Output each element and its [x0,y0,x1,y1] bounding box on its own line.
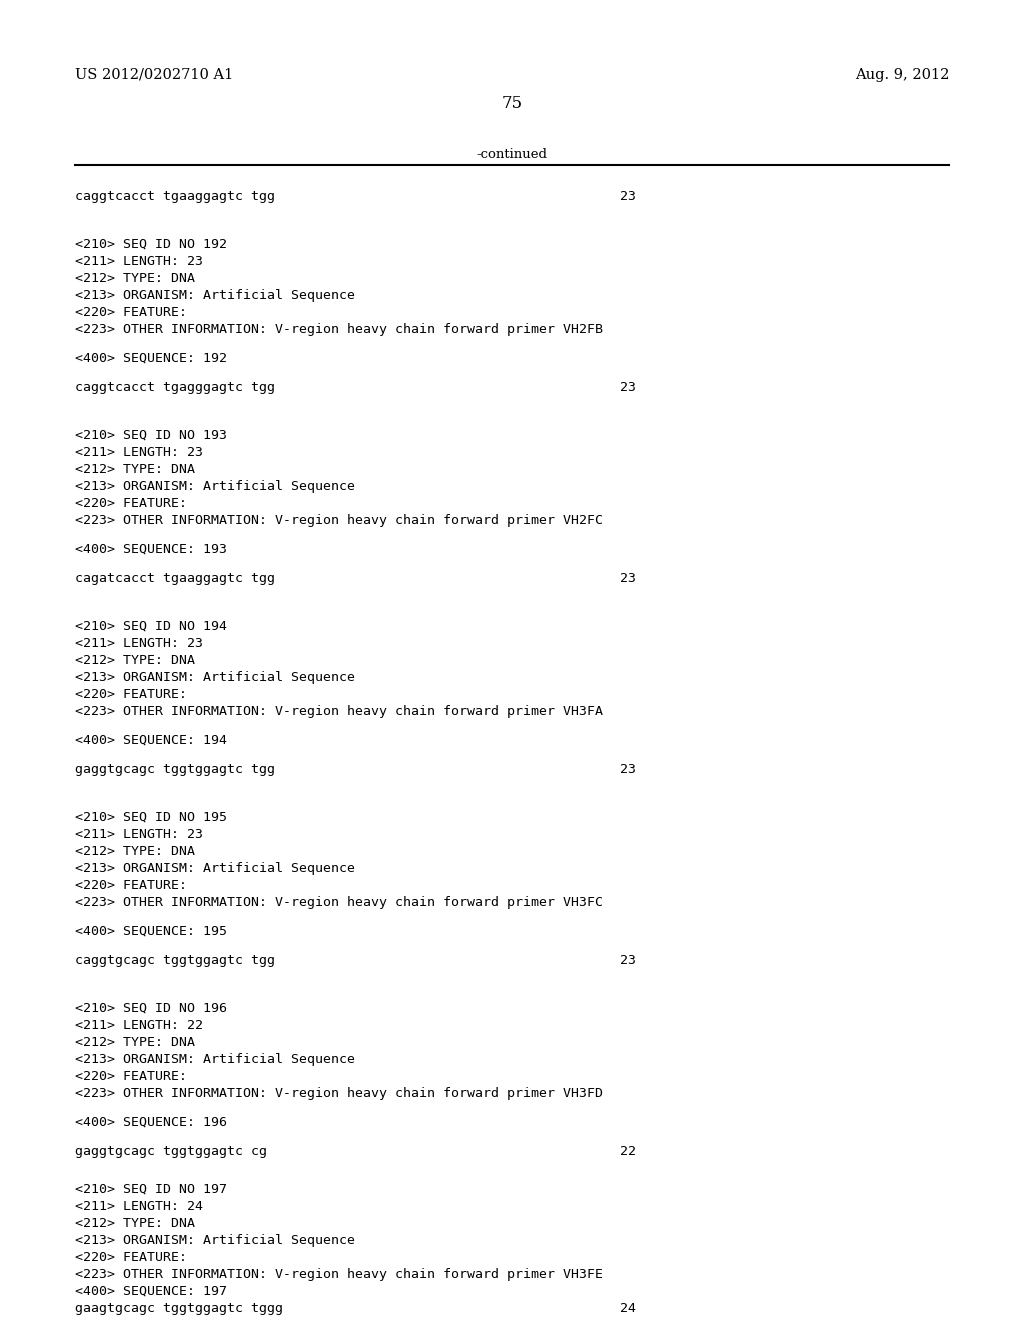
Text: <220> FEATURE:: <220> FEATURE: [75,879,187,892]
Text: 23: 23 [620,572,636,585]
Text: caggtcacct tgaaggagtc tgg: caggtcacct tgaaggagtc tgg [75,190,275,203]
Text: caggtgcagc tggtggagtc tgg: caggtgcagc tggtggagtc tgg [75,954,275,968]
Text: gaagtgcagc tggtggagtc tggg: gaagtgcagc tggtggagtc tggg [75,1302,283,1315]
Text: <223> OTHER INFORMATION: V-region heavy chain forward primer VH2FC: <223> OTHER INFORMATION: V-region heavy … [75,513,603,527]
Text: <213> ORGANISM: Artificial Sequence: <213> ORGANISM: Artificial Sequence [75,289,355,302]
Text: cagatcacct tgaaggagtc tgg: cagatcacct tgaaggagtc tgg [75,572,275,585]
Text: 75: 75 [502,95,522,112]
Text: <223> OTHER INFORMATION: V-region heavy chain forward primer VH3FA: <223> OTHER INFORMATION: V-region heavy … [75,705,603,718]
Text: <213> ORGANISM: Artificial Sequence: <213> ORGANISM: Artificial Sequence [75,1053,355,1067]
Text: <400> SEQUENCE: 192: <400> SEQUENCE: 192 [75,352,227,366]
Text: -continued: -continued [476,148,548,161]
Text: <400> SEQUENCE: 195: <400> SEQUENCE: 195 [75,925,227,939]
Text: <211> LENGTH: 23: <211> LENGTH: 23 [75,446,203,459]
Text: <211> LENGTH: 23: <211> LENGTH: 23 [75,828,203,841]
Text: 23: 23 [620,190,636,203]
Text: caggtcacct tgagggagtc tgg: caggtcacct tgagggagtc tgg [75,381,275,393]
Text: <220> FEATURE:: <220> FEATURE: [75,498,187,510]
Text: <212> TYPE: DNA: <212> TYPE: DNA [75,653,195,667]
Text: 22: 22 [620,1144,636,1158]
Text: <223> OTHER INFORMATION: V-region heavy chain forward primer VH2FB: <223> OTHER INFORMATION: V-region heavy … [75,323,603,337]
Text: <213> ORGANISM: Artificial Sequence: <213> ORGANISM: Artificial Sequence [75,671,355,684]
Text: US 2012/0202710 A1: US 2012/0202710 A1 [75,69,233,82]
Text: <223> OTHER INFORMATION: V-region heavy chain forward primer VH3FC: <223> OTHER INFORMATION: V-region heavy … [75,896,603,909]
Text: <210> SEQ ID NO 192: <210> SEQ ID NO 192 [75,238,227,251]
Text: <210> SEQ ID NO 195: <210> SEQ ID NO 195 [75,810,227,824]
Text: <400> SEQUENCE: 193: <400> SEQUENCE: 193 [75,543,227,556]
Text: <220> FEATURE:: <220> FEATURE: [75,1251,187,1265]
Text: <210> SEQ ID NO 197: <210> SEQ ID NO 197 [75,1183,227,1196]
Text: <213> ORGANISM: Artificial Sequence: <213> ORGANISM: Artificial Sequence [75,480,355,492]
Text: 24: 24 [620,1302,636,1315]
Text: 23: 23 [620,954,636,968]
Text: <400> SEQUENCE: 196: <400> SEQUENCE: 196 [75,1115,227,1129]
Text: <400> SEQUENCE: 194: <400> SEQUENCE: 194 [75,734,227,747]
Text: gaggtgcagc tggtggagtc cg: gaggtgcagc tggtggagtc cg [75,1144,267,1158]
Text: <220> FEATURE:: <220> FEATURE: [75,1071,187,1082]
Text: <212> TYPE: DNA: <212> TYPE: DNA [75,1217,195,1230]
Text: 23: 23 [620,381,636,393]
Text: <212> TYPE: DNA: <212> TYPE: DNA [75,272,195,285]
Text: <211> LENGTH: 23: <211> LENGTH: 23 [75,255,203,268]
Text: <220> FEATURE:: <220> FEATURE: [75,306,187,319]
Text: Aug. 9, 2012: Aug. 9, 2012 [855,69,949,82]
Text: gaggtgcagc tggtggagtc tgg: gaggtgcagc tggtggagtc tgg [75,763,275,776]
Text: <213> ORGANISM: Artificial Sequence: <213> ORGANISM: Artificial Sequence [75,862,355,875]
Text: <211> LENGTH: 22: <211> LENGTH: 22 [75,1019,203,1032]
Text: <223> OTHER INFORMATION: V-region heavy chain forward primer VH3FD: <223> OTHER INFORMATION: V-region heavy … [75,1086,603,1100]
Text: <210> SEQ ID NO 194: <210> SEQ ID NO 194 [75,620,227,634]
Text: <210> SEQ ID NO 193: <210> SEQ ID NO 193 [75,429,227,442]
Text: <223> OTHER INFORMATION: V-region heavy chain forward primer VH3FE: <223> OTHER INFORMATION: V-region heavy … [75,1269,603,1280]
Text: 23: 23 [620,763,636,776]
Text: <210> SEQ ID NO 196: <210> SEQ ID NO 196 [75,1002,227,1015]
Text: <213> ORGANISM: Artificial Sequence: <213> ORGANISM: Artificial Sequence [75,1234,355,1247]
Text: <211> LENGTH: 24: <211> LENGTH: 24 [75,1200,203,1213]
Text: <211> LENGTH: 23: <211> LENGTH: 23 [75,638,203,649]
Text: <220> FEATURE:: <220> FEATURE: [75,688,187,701]
Text: <212> TYPE: DNA: <212> TYPE: DNA [75,463,195,477]
Text: <212> TYPE: DNA: <212> TYPE: DNA [75,1036,195,1049]
Text: <400> SEQUENCE: 197: <400> SEQUENCE: 197 [75,1284,227,1298]
Text: <212> TYPE: DNA: <212> TYPE: DNA [75,845,195,858]
